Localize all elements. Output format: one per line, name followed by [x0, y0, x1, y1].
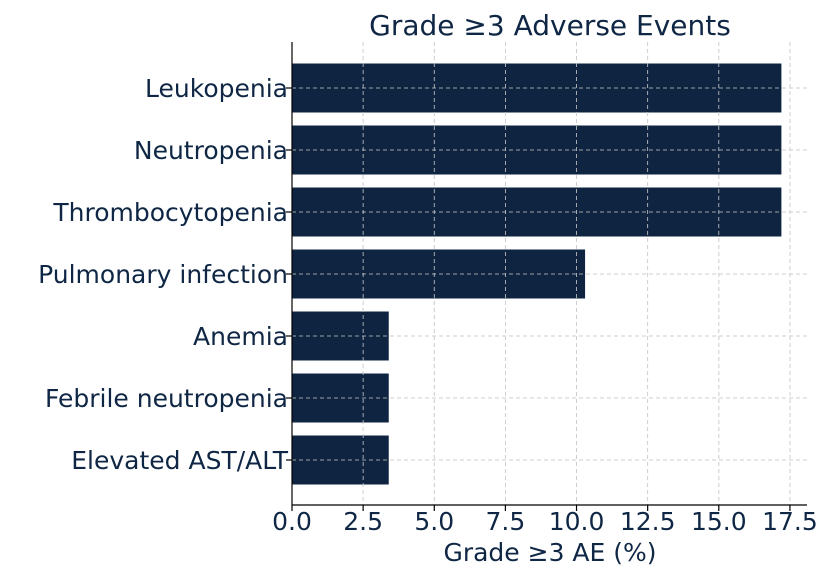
x-tick-label: 7.5	[486, 507, 526, 536]
x-tick-label: 15.0	[691, 507, 747, 536]
category-label: Febrile neutropenia	[45, 384, 288, 413]
category-label: Pulmonary infection	[38, 260, 288, 289]
x-tick-label: 10.0	[549, 507, 605, 536]
category-labels: Leukopenia Neutropenia Thrombocytopenia Pul…	[38, 74, 292, 475]
category-label: Leukopenia	[145, 74, 288, 103]
x-tick-label: 2.5	[343, 507, 383, 536]
grid-overlay	[291, 42, 807, 505]
x-tick-labels: 0.0 2.5 5.0 7.5 10.0 12.5 15.0 17.5	[272, 505, 818, 536]
x-tick-label: 0.0	[272, 507, 312, 536]
category-label: Elevated AST/ALT	[71, 446, 288, 475]
category-label: Neutropenia	[134, 136, 288, 165]
chart-title: Grade ≥3 Adverse Events	[369, 9, 731, 42]
x-tick-label: 17.5	[762, 507, 818, 536]
category-label: Thrombocytopenia	[52, 198, 288, 227]
x-axis-label: Grade ≥3 AE (%)	[443, 538, 656, 567]
bar	[292, 249, 586, 299]
category-label: Anemia	[193, 322, 288, 351]
x-tick-label: 12.5	[620, 507, 676, 536]
x-tick-label: 5.0	[414, 507, 454, 536]
